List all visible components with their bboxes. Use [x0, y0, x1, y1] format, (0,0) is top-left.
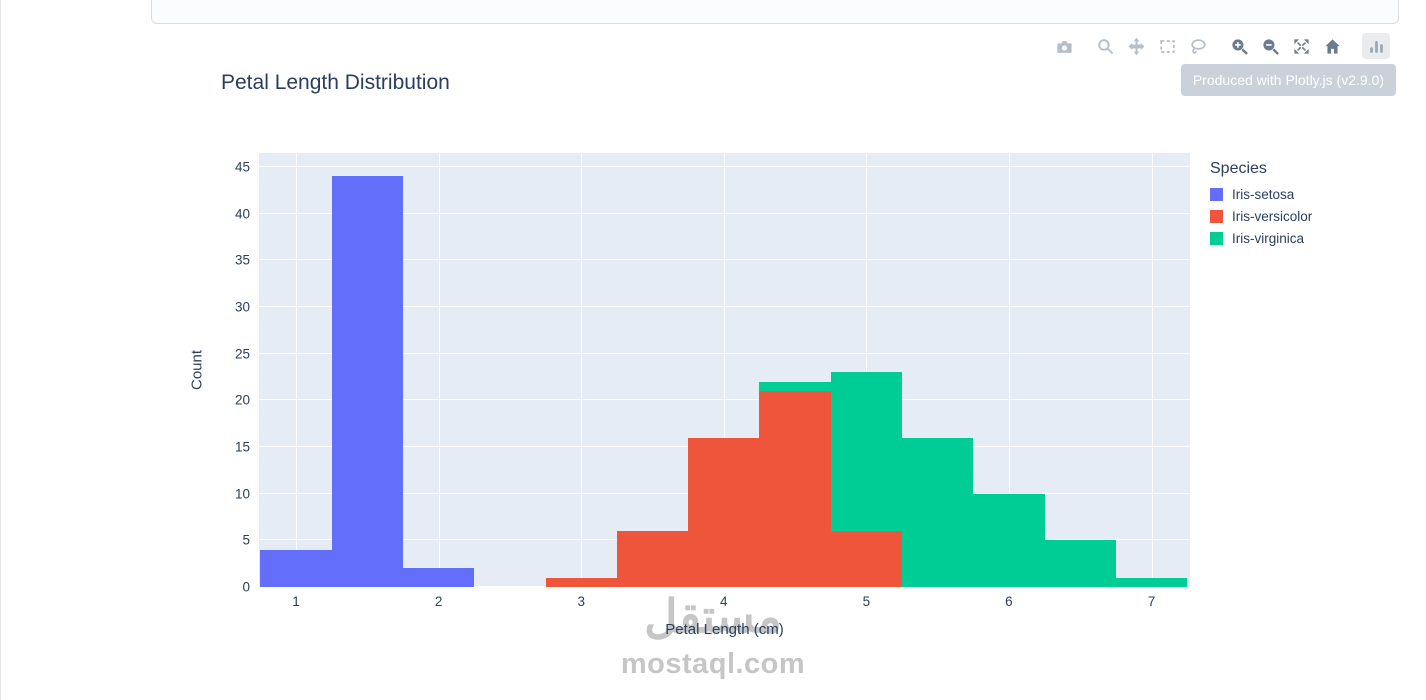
- gridline-vertical: [438, 153, 440, 587]
- watermark-arabic: مستقل: [644, 590, 782, 642]
- legend: Species Iris-setosa Iris-versicolor Iris…: [1210, 160, 1312, 253]
- legend-item-iris-versicolor[interactable]: Iris-versicolor: [1210, 209, 1312, 224]
- chart-title: Petal Length Distribution: [221, 71, 450, 94]
- gridline-vertical: [1008, 153, 1010, 587]
- histogram-bar-iris-virginica: [1044, 540, 1116, 587]
- y-tick-label: 40: [234, 206, 250, 222]
- top-container-frame: [151, 0, 1399, 24]
- reset-axes-home-icon[interactable]: [1321, 35, 1343, 57]
- gridline-vertical: [1151, 153, 1153, 587]
- autoscale-icon[interactable]: [1290, 35, 1312, 57]
- y-tick-label: 20: [234, 392, 250, 408]
- y-tick-label: 5: [242, 532, 250, 548]
- legend-label: Iris-virginica: [1232, 231, 1305, 246]
- x-tick-label: 3: [577, 594, 585, 609]
- x-axis-title: Petal Length (cm): [665, 621, 784, 638]
- legend-item-iris-setosa[interactable]: Iris-setosa: [1210, 187, 1312, 202]
- y-axis-title: Count: [188, 349, 206, 391]
- histogram-bar-iris-virginica: [1115, 577, 1188, 587]
- histogram-bar-iris-versicolor: [545, 577, 617, 587]
- page-left-border: [0, 0, 1, 700]
- zoom-icon[interactable]: [1094, 35, 1116, 57]
- legend-item-iris-virginica[interactable]: Iris-virginica: [1210, 231, 1312, 246]
- lasso-select-icon[interactable]: [1187, 35, 1209, 57]
- watermark-latin: mostaql.com: [620, 648, 806, 680]
- histogram-bar-iris-virginica: [902, 437, 974, 587]
- y-tick-label: 35: [234, 252, 250, 268]
- box-select-icon[interactable]: [1156, 35, 1178, 57]
- histogram-bar-iris-setosa: [260, 549, 332, 587]
- x-tick-label: 6: [1005, 594, 1013, 609]
- y-tick-label: 30: [234, 299, 250, 315]
- histogram-bar-iris-versicolor: [688, 437, 760, 587]
- histogram-bar-iris-virginica: [973, 493, 1045, 587]
- gridline-vertical: [866, 153, 868, 587]
- x-tick-label: 2: [434, 594, 443, 609]
- pan-icon[interactable]: [1125, 35, 1147, 57]
- gridline-vertical: [581, 153, 583, 587]
- histogram-bar-iris-setosa: [331, 176, 403, 587]
- histogram-bar-iris-versicolor: [616, 531, 689, 587]
- x-tick-label: 7: [1147, 594, 1156, 609]
- y-tick-label: 10: [234, 486, 250, 502]
- gridline-vertical: [723, 153, 725, 587]
- y-tick-label: 0: [242, 579, 250, 595]
- x-tick-label: 1: [292, 594, 300, 609]
- zoom-in-icon[interactable]: [1228, 35, 1250, 57]
- histogram-bar-iris-versicolor: [830, 531, 902, 587]
- legend-title: Species: [1210, 160, 1267, 177]
- y-tick-label: 45: [234, 159, 250, 175]
- zoom-out-icon[interactable]: [1259, 35, 1281, 57]
- legend-swatch: [1210, 188, 1223, 201]
- x-tick-label: 4: [720, 594, 728, 609]
- legend-swatch: [1210, 232, 1223, 245]
- legend-label: Iris-setosa: [1232, 187, 1295, 202]
- y-tick-label: 15: [234, 439, 250, 455]
- gridline-vertical: [296, 153, 298, 587]
- plotly-logo-tooltip: Produced with Plotly.js (v2.9.0): [1180, 64, 1396, 96]
- plot-area[interactable]: Petal Length (cm) Count 0 5 10 15 20 25 30 35 40…: [189, 153, 1190, 638]
- y-tick-label: 25: [234, 346, 250, 362]
- histogram-bar-iris-virginica: [759, 381, 831, 391]
- legend-swatch: [1210, 210, 1223, 223]
- download-camera-icon[interactable]: [1053, 35, 1075, 57]
- x-tick-label: 5: [862, 594, 871, 609]
- histogram-bar-iris-setosa: [402, 568, 475, 587]
- plotly-modebar: [1044, 33, 1390, 59]
- plotly-logo-icon[interactable]: [1362, 33, 1390, 59]
- legend-label: Iris-versicolor: [1232, 209, 1313, 224]
- histogram-bar-iris-virginica: [830, 372, 902, 531]
- histogram-bar-iris-versicolor: [759, 391, 831, 587]
